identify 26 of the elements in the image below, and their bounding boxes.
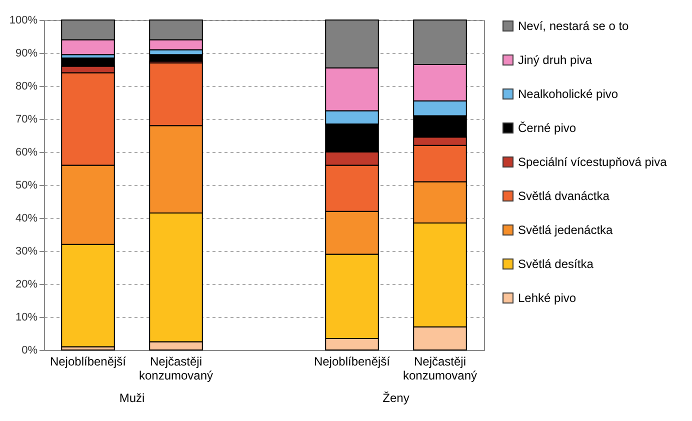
y-tick-label: 40% (15, 212, 38, 224)
text: Ženy (382, 391, 410, 405)
y-tick-label: 50% (15, 180, 38, 192)
y-tick-label: 30% (15, 246, 38, 258)
x-tick-label: Nejoblíbenější (314, 354, 391, 368)
text: Muži (119, 391, 145, 405)
x-tick-label: Nejčastěji konzumovaný (138, 354, 214, 382)
x-tick-label: Nejčastěji konzumovaný (402, 354, 478, 382)
legend-label: Lehké pivo (518, 291, 576, 305)
y-tick-label: 0% (22, 344, 38, 356)
legend-label: Světlá desítka (518, 257, 594, 271)
legend-label: Černé pivo (518, 121, 576, 135)
y-tick-label: 100% (9, 14, 38, 26)
y-tick-label: 10% (15, 312, 38, 324)
y-tick-label: 20% (15, 278, 38, 290)
legend-label: Neví, nestará se o to (518, 19, 630, 33)
legend-label: Světlá dvanáctka (518, 189, 610, 203)
legend-label: Speciální vícestupňová piva (518, 155, 668, 169)
x-tick-label: Nejoblíbenější (50, 354, 127, 368)
legend-label: Světlá jedenáctka (518, 223, 614, 237)
y-tick-label: 90% (15, 48, 38, 60)
legend-label: Nealkoholické pivo (518, 87, 618, 101)
legend-label: Jiný druh piva (518, 53, 592, 67)
y-tick-label: 60% (15, 146, 38, 158)
y-tick-label: 80% (15, 80, 38, 92)
y-tick-label: 70% (15, 114, 38, 126)
